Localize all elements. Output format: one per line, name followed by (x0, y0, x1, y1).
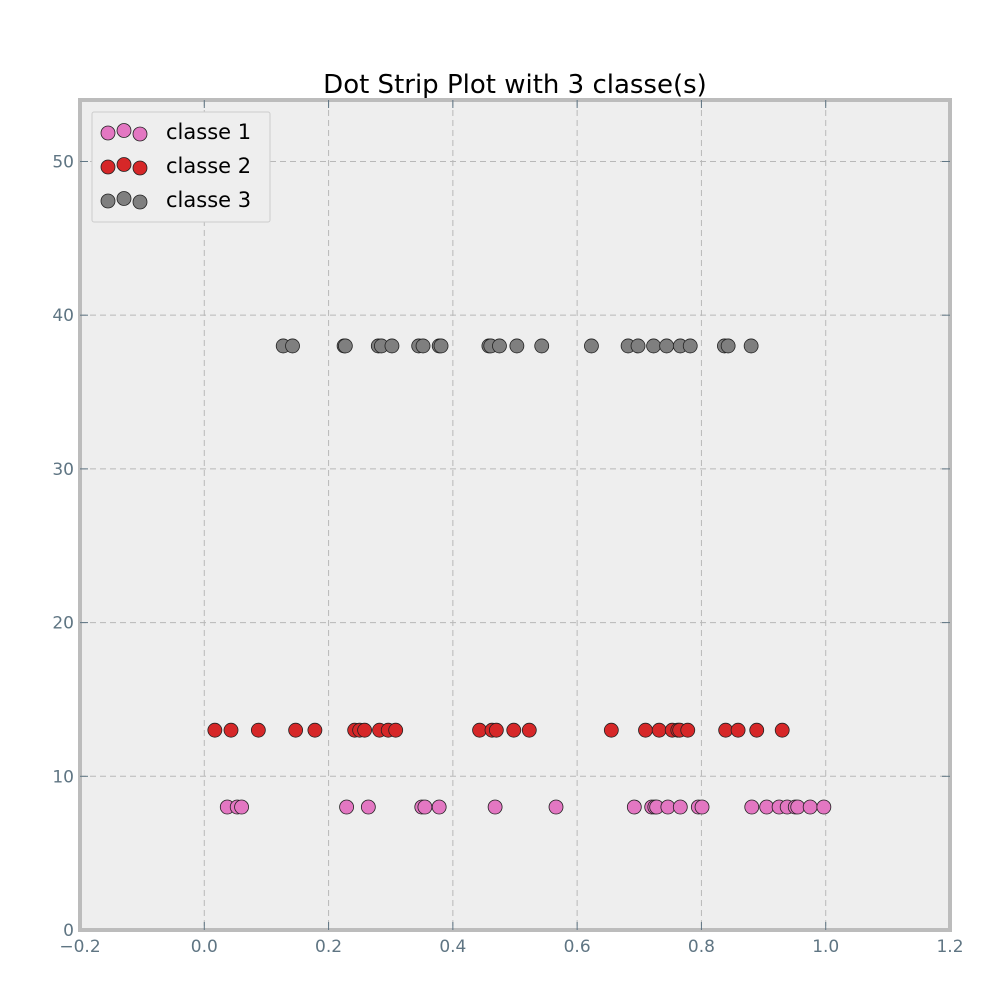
data-point-series-2 (521, 722, 537, 738)
data-point-series-1 (339, 799, 354, 815)
data-point-series-1 (790, 799, 806, 815)
x-tick-label: 0.4 (439, 937, 466, 957)
legend-marker (116, 191, 132, 206)
y-tick-label: 0 (63, 921, 74, 941)
data-point-series-2 (718, 722, 734, 738)
legend-marker (100, 159, 116, 175)
x-tick-label: 0.2 (315, 937, 342, 957)
data-point-series-2 (651, 722, 667, 738)
data-point-series-1 (417, 799, 433, 815)
data-point-series-2 (638, 722, 653, 738)
data-point-series-1 (431, 799, 447, 815)
plot-frame (78, 98, 952, 932)
data-point-series-3 (492, 338, 507, 354)
data-point-series-2 (250, 722, 266, 738)
x-tick-label: 0.6 (564, 937, 591, 957)
data-point-series-3 (659, 338, 675, 354)
data-point-series-2 (472, 722, 487, 738)
x-tick-label: −0.2 (59, 937, 100, 957)
data-point-series-1 (672, 799, 688, 815)
data-point-series-3 (509, 338, 525, 354)
data-point-series-3 (285, 338, 300, 354)
data-point-series-1 (360, 799, 376, 815)
data-point-series-2 (506, 722, 522, 738)
data-point-series-2 (288, 722, 304, 738)
y-tick-label: 30 (52, 460, 74, 480)
legend-marker (100, 193, 116, 209)
chart-title: Dot Strip Plot with 3 classe(s) (323, 70, 707, 100)
data-point-series-2 (488, 722, 504, 738)
data-point-series-2 (749, 722, 765, 738)
y-tick-label: 40 (52, 306, 74, 326)
legend-label: classe 1 (166, 120, 251, 144)
legend-label: classe 3 (166, 188, 251, 212)
data-point-series-2 (307, 722, 323, 738)
legend-marker (116, 157, 132, 172)
axis-ticks: −0.2 0.0 0.2 0.4 0.6 0.8 1.0 1.2 0 10 20 30 40 50 (52, 100, 964, 957)
legend-marker (100, 125, 116, 141)
data-point-series-1 (744, 799, 760, 815)
data-point-series-2 (730, 722, 746, 738)
data-points (207, 338, 832, 815)
legend-marker (132, 126, 148, 142)
y-tick-label: 50 (52, 152, 74, 172)
data-point-series-3 (743, 338, 759, 354)
data-point-series-2 (388, 722, 404, 738)
data-point-series-3 (433, 338, 449, 354)
x-tick-label: 0.8 (688, 937, 715, 957)
y-tick-label: 10 (52, 767, 74, 787)
data-point-series-2 (357, 722, 373, 738)
data-point-series-1 (802, 799, 818, 815)
data-point-series-1 (816, 799, 832, 815)
data-point-series-1 (626, 799, 642, 815)
data-point-series-1 (759, 799, 775, 815)
legend-marker (132, 160, 148, 176)
data-point-series-3 (415, 338, 431, 354)
data-point-series-3 (682, 338, 698, 354)
legend: classe 1 classe 2 classe 3 (91, 111, 271, 223)
data-point-series-2 (603, 722, 619, 738)
data-point-series-3 (646, 338, 661, 354)
data-point-series-3 (584, 338, 599, 354)
legend-label: classe 2 (166, 154, 251, 178)
legend-marker (116, 123, 132, 138)
data-point-series-2 (680, 722, 696, 738)
data-point-series-1 (487, 799, 503, 815)
y-tick-label: 20 (52, 614, 74, 634)
data-point-series-2 (774, 722, 790, 738)
x-tick-label: 1.2 (936, 937, 963, 957)
data-point-series-3 (720, 338, 736, 354)
data-point-series-3 (630, 338, 646, 354)
data-point-series-1 (234, 799, 249, 815)
x-tick-label: 1.0 (812, 937, 839, 957)
data-point-series-3 (384, 338, 400, 354)
x-tick-label: 0.0 (191, 937, 218, 957)
data-point-series-2 (223, 722, 239, 738)
data-point-series-3 (534, 338, 550, 354)
data-point-series-3 (337, 338, 353, 354)
data-point-series-1 (660, 799, 676, 815)
data-point-series-1 (694, 799, 710, 815)
plot-area (80, 100, 950, 930)
data-point-series-1 (548, 799, 564, 815)
legend-marker (132, 194, 148, 210)
data-point-series-2 (207, 722, 223, 738)
